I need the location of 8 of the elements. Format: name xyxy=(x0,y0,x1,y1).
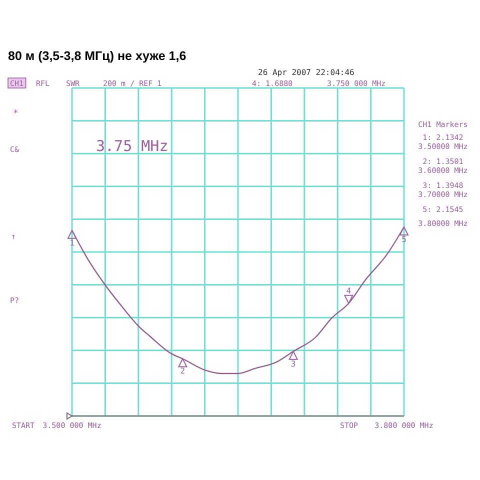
text: 26 Apr 2007 22:04:46 xyxy=(258,68,355,77)
annotation: 3 xyxy=(290,359,296,368)
text: ↑ xyxy=(11,232,16,241)
chart-title: 80 м (3,5-3,8 МГц) не хуже 1,6 xyxy=(8,49,186,63)
annotation: 1 xyxy=(70,238,75,248)
text: * xyxy=(13,109,18,119)
annotation: 4 xyxy=(346,286,352,296)
annotation: 2 xyxy=(180,366,186,376)
